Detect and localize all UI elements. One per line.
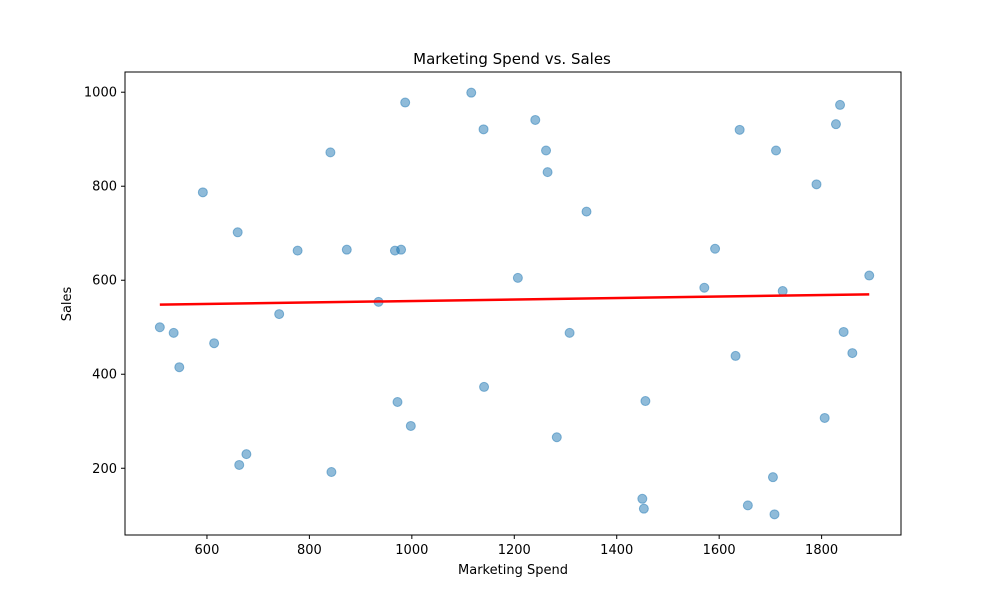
data-point (638, 503, 649, 514)
trend-line (159, 293, 870, 306)
y-axis-label: Sales (60, 286, 75, 321)
trend-line-layer (159, 293, 870, 306)
data-point (734, 124, 745, 135)
data-point (742, 500, 753, 511)
y-axis-ticks: 200 400 600 800 1000 (84, 86, 125, 477)
x-tick-label: 1200 (498, 543, 531, 558)
data-point (830, 119, 841, 130)
data-point (541, 145, 552, 156)
data-point (542, 167, 553, 178)
data-point (637, 493, 648, 504)
axes (124, 71, 902, 536)
data-point (640, 396, 651, 407)
data-point (392, 396, 403, 407)
x-tick-label: 600 (195, 543, 220, 558)
data-points (154, 87, 875, 520)
data-point (730, 350, 741, 361)
data-point (341, 244, 352, 255)
x-tick-label: 1000 (395, 543, 428, 558)
data-point (564, 327, 575, 338)
data-point (838, 326, 849, 337)
data-point (241, 449, 252, 460)
x-tick-label: 1600 (703, 543, 736, 558)
data-point (326, 467, 337, 478)
data-point (530, 114, 541, 125)
data-point (174, 362, 185, 373)
data-point (811, 179, 822, 190)
data-point (769, 509, 780, 520)
data-point (234, 459, 245, 470)
data-point (777, 286, 788, 297)
y-tick-label: 400 (92, 368, 117, 383)
data-point (819, 412, 830, 423)
y-tick-label: 600 (92, 274, 117, 289)
y-tick-label: 800 (92, 180, 117, 195)
y-tick-label: 200 (92, 462, 117, 477)
data-point (400, 97, 411, 108)
data-point (325, 147, 336, 158)
data-point (292, 245, 303, 256)
data-point (835, 99, 846, 110)
data-point (771, 145, 782, 156)
y-tick-label: 1000 (84, 86, 117, 101)
x-tick-label: 1800 (805, 543, 838, 558)
chart-title: Marketing Spend vs. Sales (413, 50, 611, 68)
data-point (168, 327, 179, 338)
data-point (847, 348, 858, 359)
plot-frame (124, 71, 902, 536)
data-point (478, 124, 489, 135)
data-point (699, 282, 710, 293)
x-tick-label: 1400 (600, 543, 633, 558)
data-point (396, 244, 407, 255)
data-point (154, 322, 165, 333)
data-point (466, 87, 477, 98)
data-point (232, 227, 243, 238)
data-point (405, 420, 416, 431)
data-point (197, 187, 208, 198)
data-point (710, 243, 721, 254)
data-point (479, 381, 490, 392)
data-point (551, 432, 562, 443)
data-point (581, 206, 592, 217)
data-point (512, 272, 523, 283)
x-tick-label: 800 (297, 543, 322, 558)
data-point (864, 270, 875, 281)
x-axis-ticks: 600 800 1000 1200 1400 1600 1800 (195, 535, 838, 558)
data-point (767, 472, 778, 483)
data-point (274, 309, 285, 320)
x-axis-label: Marketing Spend (458, 563, 568, 578)
data-point (209, 338, 220, 349)
